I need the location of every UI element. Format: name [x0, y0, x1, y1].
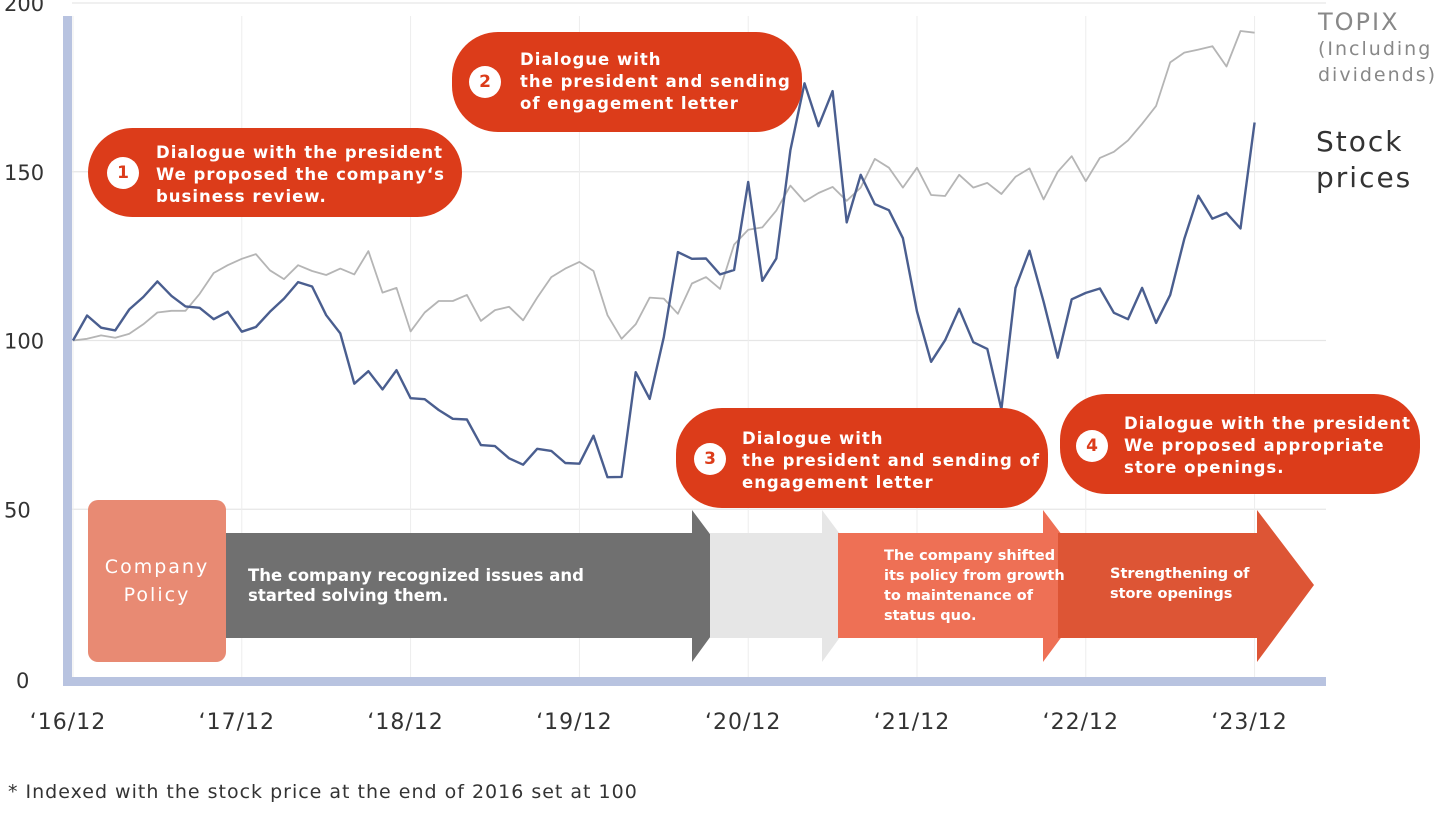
x-tick-label: ‘20/12: [705, 710, 781, 735]
x-tick-label: ‘21/12: [874, 710, 950, 735]
callout-1-text: Dialogue with the president We proposed …: [156, 143, 445, 206]
arrow-phase1: [226, 510, 748, 662]
footnote: * Indexed with the stock price at the en…: [8, 781, 638, 803]
arrow-transition: [710, 510, 878, 662]
company-policy-box: Company Policy: [88, 500, 226, 662]
x-tick-label: ‘23/12: [1211, 710, 1287, 735]
callout-3: 3 Dialogue with the president and sendin…: [676, 408, 1048, 508]
legend-stock-line1: Stock: [1316, 125, 1404, 158]
callout-1-number: 1: [107, 157, 139, 189]
callout-4-text: Dialogue with the president We proposed …: [1124, 414, 1412, 477]
policy-arrows: [226, 510, 1314, 662]
y-tick-label: 100: [4, 330, 44, 354]
y-axis-ticks: 0 50 100 150 200: [4, 0, 44, 693]
legend-topix: TOPIX (Including dividends): [1318, 8, 1437, 88]
x-tick-label: ‘19/12: [536, 710, 612, 735]
x-tick-label: ‘18/12: [367, 710, 443, 735]
x-axis-ticks: ‘16/12 ‘17/12 ‘18/12 ‘19/12 ‘20/12 ‘21/12 ‘22/…: [30, 710, 1287, 735]
x-tick-label: ‘17/12: [199, 710, 275, 735]
series-lines: [71, 30, 1256, 479]
callout-1: 1 Dialogue with the president We propose…: [88, 128, 462, 217]
legend-topix-sub2: dividends): [1318, 64, 1438, 86]
x-tick-label: ‘22/12: [1043, 710, 1119, 735]
arrow-phase1-label: The company recognized issues and starte…: [248, 566, 584, 605]
y-axis-bar: [63, 16, 72, 686]
arrow-phase3: [1058, 510, 1314, 662]
arrow-phase3-label: Strengthening of store openings: [1110, 566, 1250, 602]
series-line-stock-prices: [71, 82, 1256, 479]
callout-4-number: 4: [1076, 430, 1108, 462]
legend-topix-sub1: (Including: [1318, 38, 1433, 60]
x-tick-label: ‘16/12: [30, 710, 106, 735]
legend-stock-prices: Stock prices: [1316, 124, 1446, 196]
callout-2-number: 2: [469, 66, 501, 98]
x-axis-bar: [63, 677, 1326, 686]
y-tick-label: 200: [4, 0, 44, 16]
legend-topix-title: TOPIX: [1318, 8, 1400, 36]
callout-3-number: 3: [694, 443, 726, 475]
y-tick-label: 0: [16, 669, 29, 693]
series-line-topix: [72, 30, 1255, 342]
y-tick-label: 50: [4, 498, 31, 522]
callout-2: 2 Dialogue with the president and sendin…: [452, 32, 802, 132]
legend-stock-line2: prices: [1316, 161, 1413, 194]
arrow-phase2-label: The company shifted its policy from grow…: [884, 548, 1065, 624]
y-tick-label: 150: [4, 161, 44, 185]
callout-2-text: Dialogue with the president and sending …: [520, 50, 791, 113]
arrow-phase2: [838, 510, 1100, 662]
callout-4: 4 Dialogue with the president We propose…: [1060, 394, 1420, 494]
callout-3-text: Dialogue with the president and sending …: [742, 429, 1041, 492]
